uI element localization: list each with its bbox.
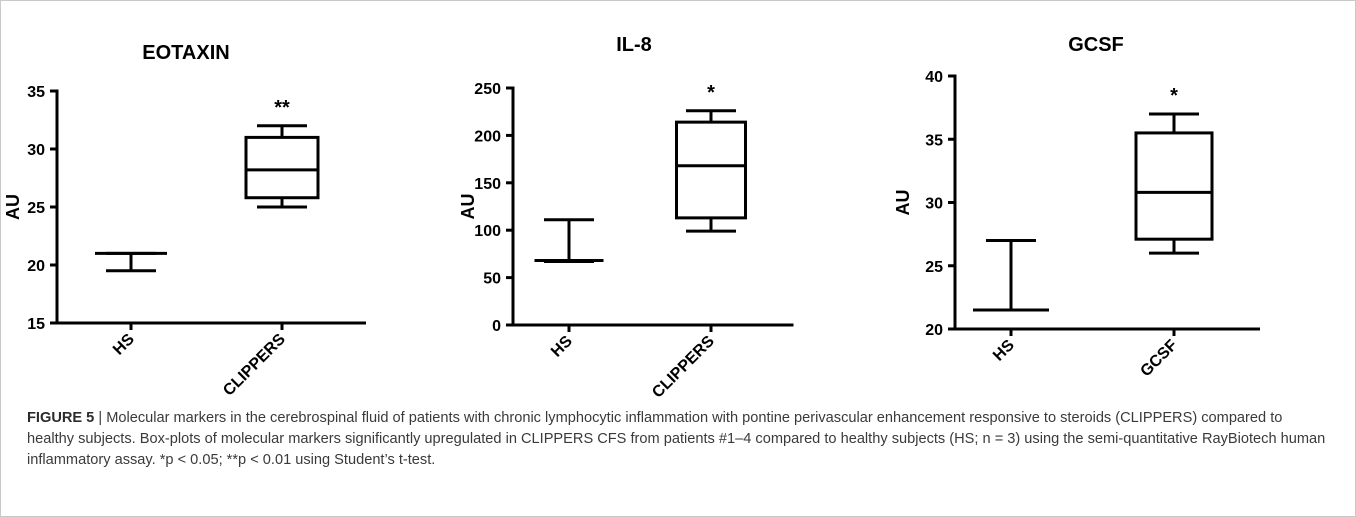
x-tick-label: HS (548, 333, 576, 361)
y-tick-label: 15 (27, 316, 45, 333)
chart-title: GCSF (1068, 34, 1124, 56)
eotaxin-panel: EOTAXIN 15 20 25 30 35 AU HS CLIPPERS ** (1, 1, 456, 411)
y-tick-label: 35 (925, 132, 943, 149)
chart-title: IL-8 (616, 34, 652, 56)
y-tick-label: 30 (27, 142, 45, 159)
il8-boxplot: IL-8 0 50 100 150 200 250 AU HS CLIPPERS * (458, 34, 794, 402)
y-axis-label: AU (458, 194, 478, 220)
x-tick-label: HS (110, 331, 138, 359)
x-tick-label: CLIPPERS (649, 333, 718, 402)
box-iqr (1134, 131, 1214, 241)
figure-caption: FIGURE 5 | Molecular markers in the cere… (27, 408, 1327, 471)
y-tick-label: 250 (474, 81, 501, 98)
significance-marker: * (707, 82, 715, 104)
eotaxin-boxplot: EOTAXIN 15 20 25 30 35 AU HS CLIPPERS ** (3, 42, 366, 400)
x-tick-label: GCSF (1137, 337, 1181, 381)
y-tick-label: 20 (925, 322, 943, 339)
y-axis-label: AU (3, 194, 23, 220)
il8-panel: IL-8 0 50 100 150 200 250 AU HS CLIPPERS * (456, 1, 891, 411)
x-tick-label: CLIPPERS (220, 331, 289, 400)
gcsf-panel: GCSF 20 25 30 35 40 AU HS GCSF * (891, 1, 1355, 411)
y-tick-label: 50 (483, 271, 501, 288)
y-tick-label: 200 (474, 128, 501, 145)
y-tick-label: 35 (27, 84, 45, 101)
y-tick-label: 25 (925, 259, 943, 276)
y-axis-label: AU (893, 190, 913, 216)
chart-title: EOTAXIN (142, 42, 229, 64)
y-tick-label: 100 (474, 223, 501, 240)
y-tick-label: 0 (492, 318, 501, 335)
significance-marker: * (1170, 85, 1178, 107)
y-tick-label: 40 (925, 69, 943, 86)
figure-caption-text: | Molecular markers in the cerebrospinal… (27, 410, 1326, 468)
y-tick-label: 25 (27, 200, 45, 217)
x-tick-label: HS (990, 337, 1018, 365)
y-tick-label: 150 (474, 176, 501, 193)
box-iqr (244, 135, 320, 200)
gcsf-boxplot: GCSF 20 25 30 35 40 AU HS GCSF * (893, 34, 1260, 381)
y-tick-label: 20 (27, 258, 45, 275)
y-tick-label: 30 (925, 196, 943, 213)
figure-label: FIGURE 5 (27, 410, 95, 426)
significance-marker: ** (274, 97, 290, 119)
box-iqr (675, 120, 747, 220)
